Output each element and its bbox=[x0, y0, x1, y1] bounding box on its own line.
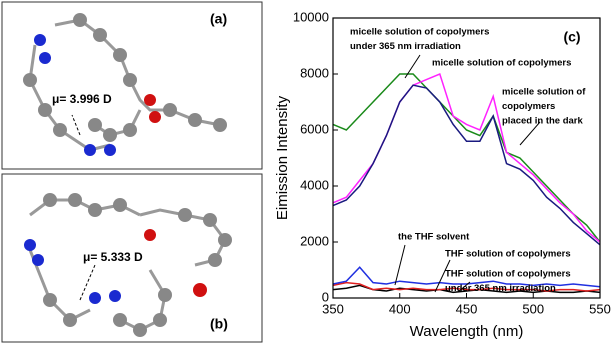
panel-a: (a) μ= 3.996 D bbox=[2, 2, 262, 169]
series-line bbox=[333, 85, 600, 245]
y-tick-label: 4000 bbox=[300, 177, 329, 192]
annotation-arrow bbox=[395, 245, 405, 285]
dipole-label: μ= 5.333 D bbox=[83, 250, 143, 264]
annotation: micelle solution of copolymers bbox=[432, 58, 571, 69]
y-tick-label: 6000 bbox=[300, 121, 329, 136]
annotation: placed in the dark bbox=[502, 116, 583, 127]
x-tick-label: 500 bbox=[522, 301, 544, 316]
annotation: micelle solution of copolymers bbox=[350, 27, 489, 38]
x-tick-label: 400 bbox=[389, 301, 411, 316]
series-line bbox=[333, 74, 600, 242]
annotation: under 365 nm irradiation bbox=[350, 41, 461, 52]
figure: (a) μ= 3.996 D μ= 5.333 D (b) 0200040006… bbox=[0, 0, 613, 345]
panel-label: (b) bbox=[210, 316, 228, 332]
x-tick-label: 350 bbox=[322, 301, 344, 316]
annotation: THF solution of copolymers bbox=[445, 269, 571, 280]
y-tick-label: 2000 bbox=[300, 233, 329, 248]
panel-b: μ= 5.333 D (b) bbox=[2, 174, 262, 342]
annotation: the THF solvent bbox=[398, 232, 470, 243]
y-axis-label: Eimission Intensity bbox=[274, 95, 291, 220]
dipole-label: μ= 3.996 D bbox=[52, 92, 112, 106]
y-tick-label: 8000 bbox=[300, 65, 329, 80]
panel-label: (c) bbox=[563, 29, 580, 45]
annotation: copolymers bbox=[502, 101, 555, 112]
x-tick-label: 450 bbox=[456, 301, 478, 316]
panel-label: (a) bbox=[210, 11, 227, 27]
annotation: THF solution of copolymers bbox=[445, 249, 571, 260]
annotation: micelle solution of bbox=[502, 87, 586, 98]
x-axis-label: Wavelength (nm) bbox=[410, 323, 524, 340]
series-line bbox=[333, 74, 600, 242]
y-tick-label: 10000 bbox=[293, 9, 329, 24]
x-tick-label: 550 bbox=[589, 301, 611, 316]
